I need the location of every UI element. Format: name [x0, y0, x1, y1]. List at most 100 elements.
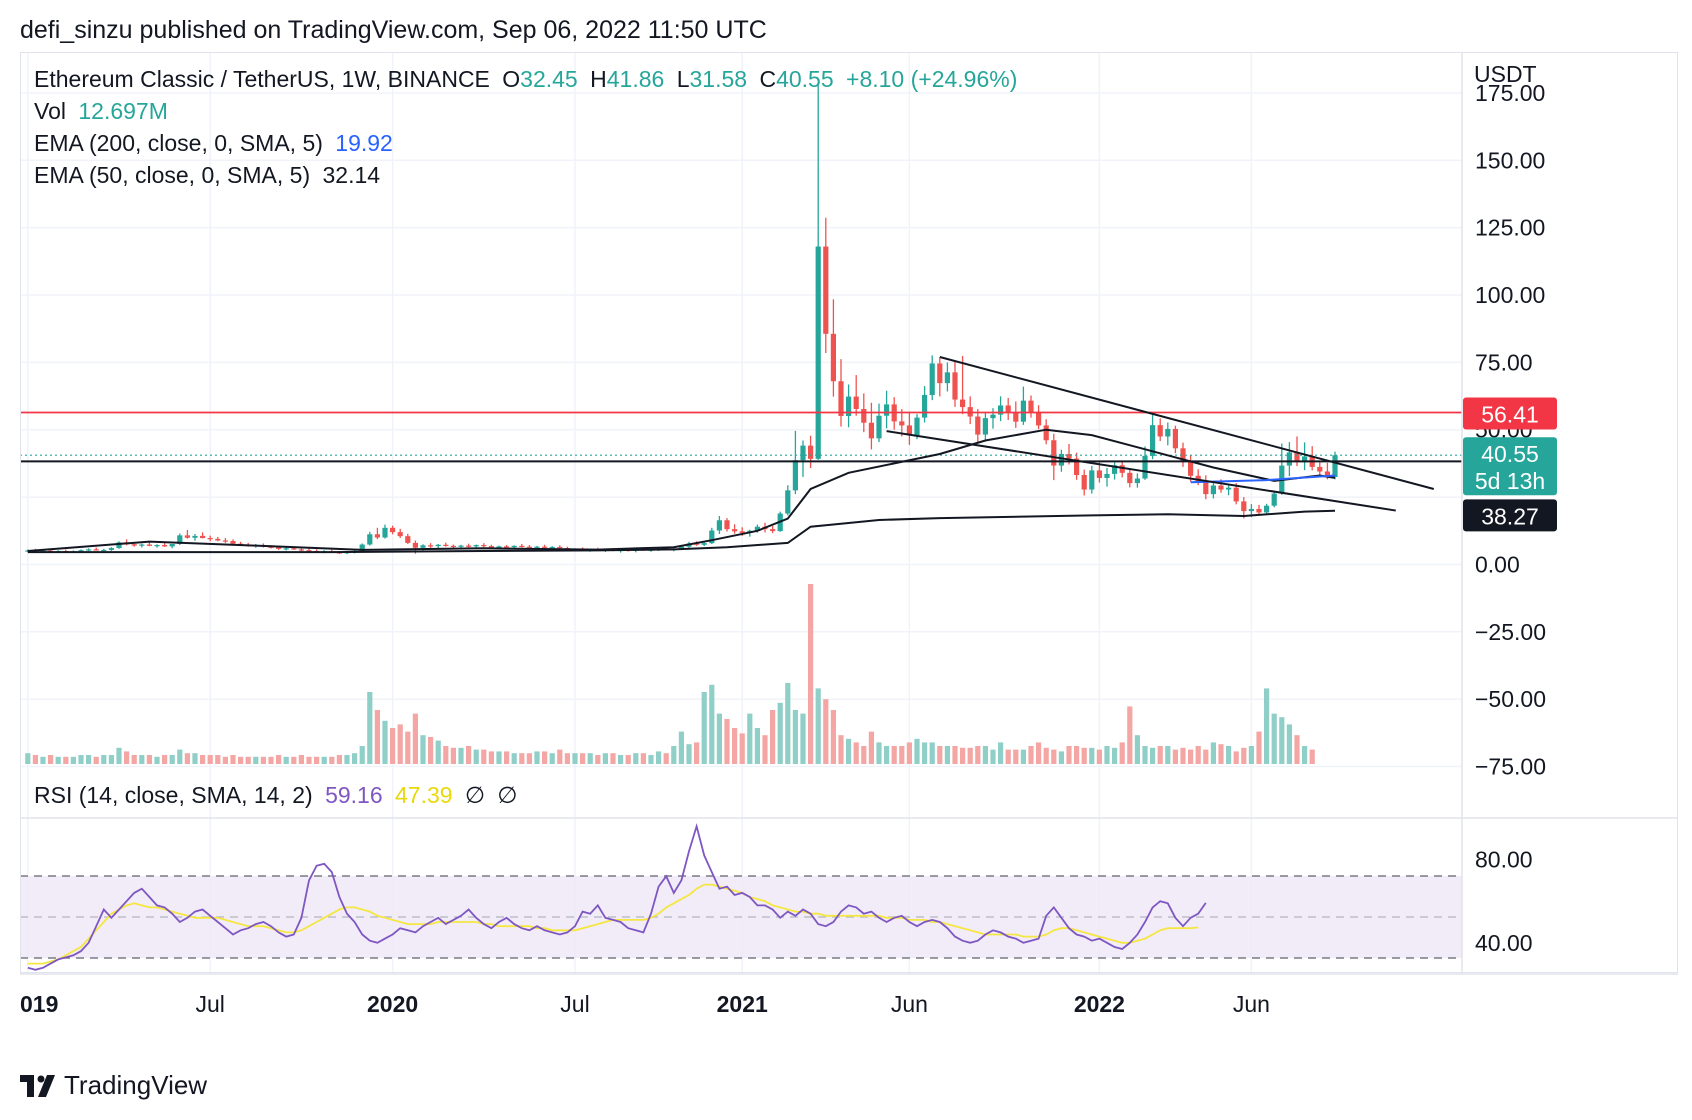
price-chart[interactable]: USDT175.00150.00125.00100.0075.0050.000.… [20, 52, 1678, 1050]
candle-body[interactable] [1074, 458, 1080, 476]
candle-body[interactable] [162, 545, 168, 547]
candle-body[interactable] [1302, 456, 1308, 463]
candle-body[interactable] [1058, 453, 1064, 466]
candle-body[interactable] [785, 490, 791, 514]
candle-body[interactable] [291, 548, 297, 550]
candle-body[interactable] [1013, 412, 1019, 422]
candle-body[interactable] [519, 545, 525, 548]
trendline-2[interactable] [939, 356, 1435, 490]
candle-body[interactable] [678, 546, 684, 550]
candle-body[interactable] [823, 246, 829, 334]
candle-body[interactable] [412, 542, 418, 548]
candle-body[interactable] [952, 372, 958, 400]
tradingview-logo[interactable]: TradingView [20, 1070, 207, 1101]
candle-body[interactable] [960, 399, 966, 408]
candle-body[interactable] [25, 550, 31, 552]
candle-body[interactable] [139, 544, 145, 546]
candle-body[interactable] [1051, 440, 1057, 466]
candle-body[interactable] [861, 408, 867, 423]
candle-body[interactable] [367, 534, 373, 545]
candle-body[interactable] [374, 534, 380, 538]
candle-body[interactable] [1188, 462, 1194, 476]
candle-body[interactable] [922, 394, 928, 418]
volume-legend[interactable]: Vol 12.697M [34, 98, 174, 125]
candle-body[interactable] [1256, 508, 1262, 513]
candle-body[interactable] [884, 404, 890, 416]
candle-body[interactable] [1180, 448, 1186, 463]
candle-body[interactable] [1043, 425, 1049, 441]
candle-body[interactable] [1271, 493, 1277, 506]
candle-body[interactable] [1286, 452, 1292, 466]
candle-body[interactable] [998, 405, 1004, 415]
candle-body[interactable] [1203, 482, 1209, 495]
candle-body[interactable] [222, 540, 228, 542]
candle-body[interactable] [169, 543, 175, 547]
candle-body[interactable] [549, 546, 555, 549]
candle-body[interactable] [488, 546, 494, 548]
candle-body[interactable] [1218, 485, 1224, 490]
candle-body[interactable] [283, 548, 289, 550]
legend-symbol[interactable]: Ethereum Classic / TetherUS, 1W, BINANCE [34, 66, 490, 92]
candle-body[interactable] [944, 372, 950, 384]
candle-body[interactable] [306, 550, 312, 552]
candle-body[interactable] [1165, 428, 1171, 437]
candle-body[interactable] [154, 545, 160, 547]
candle-body[interactable] [207, 538, 213, 540]
candle-body[interactable] [1233, 487, 1239, 502]
candle-body[interactable] [846, 396, 852, 416]
candle-body[interactable] [534, 546, 540, 548]
candle-body[interactable] [1127, 472, 1133, 484]
candle-body[interactable] [298, 549, 304, 551]
ema200-legend[interactable]: EMA (200, close, 0, SMA, 5) 19.92 [34, 130, 399, 157]
ema50-legend[interactable]: EMA (50, close, 0, SMA, 5) 32.14 [34, 162, 386, 189]
candle-body[interactable] [116, 542, 122, 549]
trendline-1[interactable] [886, 430, 1396, 512]
resistance-price-tag[interactable]: 56.41 [1463, 397, 1557, 430]
candle-body[interactable] [557, 546, 563, 549]
candle-body[interactable] [420, 545, 426, 548]
candle-body[interactable] [504, 546, 510, 548]
candle-body[interactable] [184, 535, 190, 538]
candle-body[interactable] [1119, 465, 1125, 473]
candle-body[interactable] [86, 549, 92, 551]
candle-body[interactable] [808, 445, 814, 459]
candle-body[interactable] [101, 549, 107, 552]
candle-body[interactable] [466, 545, 472, 547]
candle-body[interactable] [868, 422, 874, 439]
candle-body[interactable] [1226, 487, 1232, 490]
candle-body[interactable] [929, 363, 935, 395]
ema200-line[interactable] [27, 509, 1336, 554]
candle-body[interactable] [177, 535, 183, 544]
candle-body[interactable] [724, 520, 730, 530]
candle-body[interactable] [230, 541, 236, 544]
candle-body[interactable] [435, 544, 441, 547]
rsi-legend[interactable]: RSI (14, close, SMA, 14, 2) 59.16 47.39 … [34, 782, 523, 809]
candle-body[interactable] [542, 546, 548, 548]
candle-body[interactable] [982, 418, 988, 435]
candle-body[interactable] [1210, 485, 1216, 495]
candle-body[interactable] [838, 381, 844, 416]
candle-body[interactable] [1028, 400, 1034, 414]
candle-body[interactable] [1005, 405, 1011, 413]
candle-body[interactable] [511, 545, 517, 548]
candle-body[interactable] [1066, 453, 1072, 459]
candle-body[interactable] [1020, 400, 1026, 422]
candle-body[interactable] [1134, 478, 1140, 484]
candle-body[interactable] [192, 535, 198, 538]
candle-body[interactable] [93, 549, 99, 551]
chart-frame[interactable]: USDT 175.00 150.00 125.00 100.00 75.00 50.00 0.… [20, 52, 1678, 1050]
candle-body[interactable] [1081, 475, 1087, 490]
candle-body[interactable] [443, 544, 449, 546]
candle-body[interactable] [1324, 471, 1330, 478]
candle-body[interactable] [1332, 455, 1338, 478]
candle-body[interactable] [906, 425, 912, 436]
candle-body[interactable] [78, 550, 84, 552]
candle-body[interactable] [390, 527, 396, 533]
candle-body[interactable] [770, 529, 776, 532]
candle-body[interactable] [200, 535, 206, 539]
candle-body[interactable] [496, 546, 502, 548]
support-price-tag[interactable]: 38.27 [1463, 499, 1557, 532]
candle-body[interactable] [914, 417, 920, 436]
candle-body[interactable] [709, 530, 715, 544]
candle-body[interactable] [701, 543, 707, 545]
